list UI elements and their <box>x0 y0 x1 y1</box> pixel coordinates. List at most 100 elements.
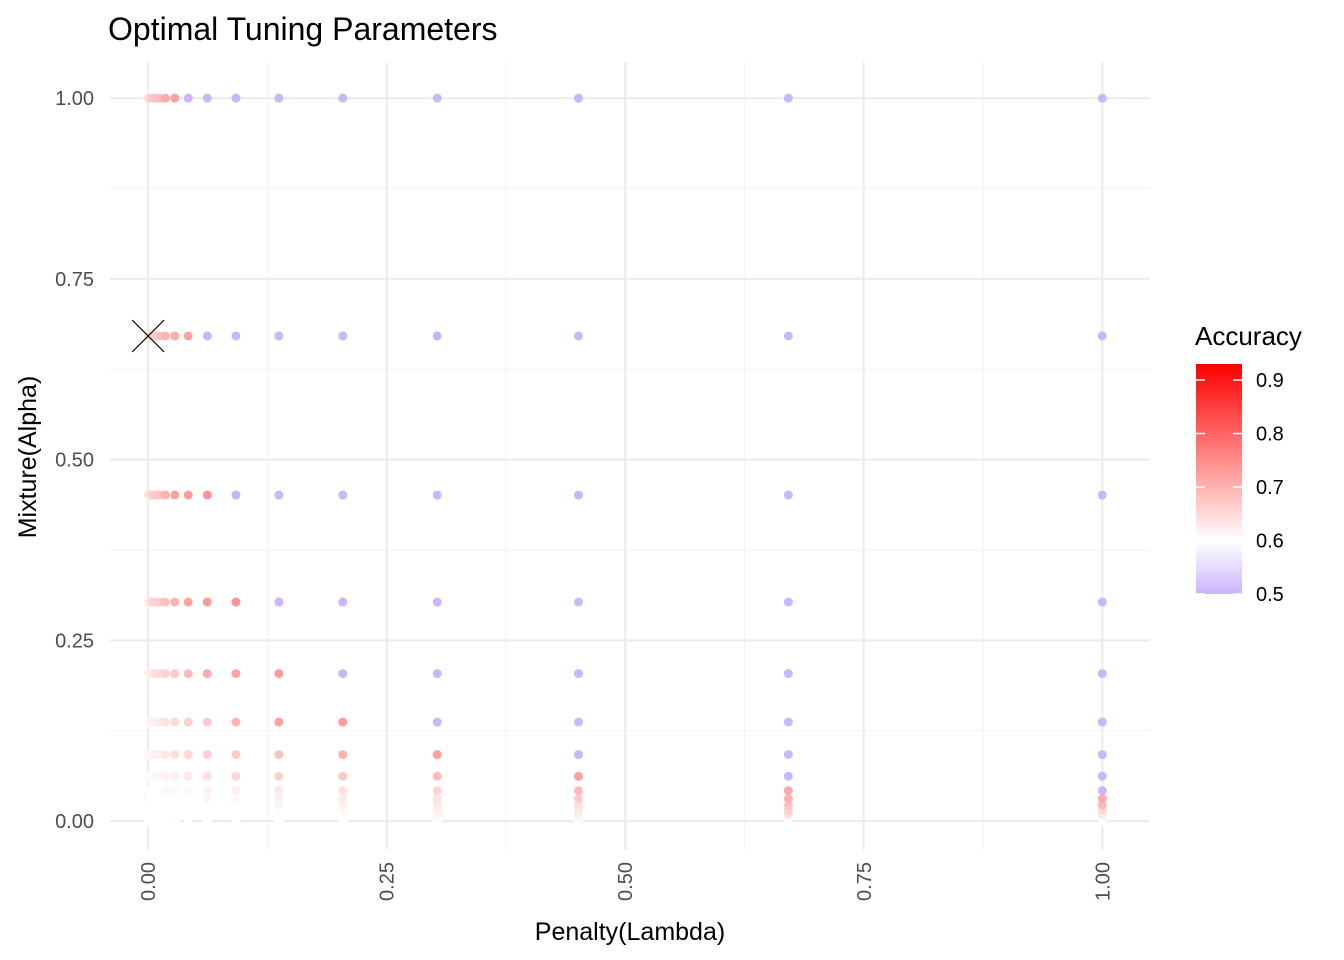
data-point <box>432 93 442 103</box>
data-point <box>573 490 583 500</box>
data-point <box>573 794 583 804</box>
data-point <box>160 794 170 804</box>
data-point <box>170 669 180 679</box>
data-point <box>274 794 284 804</box>
data-point <box>274 490 284 500</box>
data-point <box>783 490 793 500</box>
data-point <box>274 597 284 607</box>
legend-colorbar <box>1196 364 1242 594</box>
data-point <box>274 750 284 760</box>
data-point <box>1097 771 1107 781</box>
data-point <box>202 490 212 500</box>
data-point <box>432 490 442 500</box>
data-point <box>160 771 170 781</box>
data-point <box>183 93 193 103</box>
legend: Accuracy 0.5 0.6 0.7 0.8 0.9 <box>1195 321 1302 606</box>
data-point <box>231 717 241 727</box>
data-point <box>170 717 180 727</box>
data-point <box>231 771 241 781</box>
data-point <box>160 93 170 103</box>
data-point <box>202 771 212 781</box>
data-point <box>202 800 212 810</box>
data-point <box>1097 717 1107 727</box>
data-point <box>160 800 170 810</box>
legend-title: Accuracy <box>1195 321 1302 351</box>
x-tick-label: 0.00 <box>138 862 160 901</box>
data-point <box>160 750 170 760</box>
data-point <box>783 786 793 796</box>
data-point <box>183 331 193 341</box>
data-point <box>1097 490 1107 500</box>
data-point <box>170 794 180 804</box>
y-tick-label: 0.00 <box>55 811 94 833</box>
data-point <box>432 771 442 781</box>
data-point <box>170 93 180 103</box>
data-point <box>202 794 212 804</box>
data-point <box>274 771 284 781</box>
data-point <box>1097 800 1107 810</box>
data-point <box>170 800 180 810</box>
data-point <box>338 490 348 500</box>
data-point <box>338 331 348 341</box>
data-point <box>183 717 193 727</box>
x-tick-label: 0.75 <box>854 862 876 901</box>
x-axis-ticks: 0.00 0.25 0.50 0.75 1.00 <box>138 862 1114 901</box>
data-point <box>274 331 284 341</box>
data-point <box>202 669 212 679</box>
data-point <box>160 786 170 796</box>
data-point <box>231 750 241 760</box>
data-point <box>338 717 348 727</box>
data-point <box>183 669 193 679</box>
data-point <box>783 800 793 810</box>
y-tick-label: 1.00 <box>55 88 94 110</box>
data-point <box>183 490 193 500</box>
data-point <box>202 93 212 103</box>
data-point <box>170 786 180 796</box>
legend-tick-label: 0.7 <box>1256 477 1284 499</box>
data-point <box>231 794 241 804</box>
data-point <box>183 800 193 810</box>
data-point <box>338 669 348 679</box>
data-point <box>202 331 212 341</box>
data-point <box>573 771 583 781</box>
legend-tick-label: 0.6 <box>1256 531 1284 553</box>
data-point <box>783 93 793 103</box>
data-point <box>274 717 284 727</box>
data-point <box>783 794 793 804</box>
data-point <box>1097 331 1107 341</box>
data-point <box>432 786 442 796</box>
best-marker <box>131 319 165 353</box>
y-tick-label: 0.75 <box>55 269 94 291</box>
data-point <box>432 331 442 341</box>
data-point <box>783 717 793 727</box>
data-point <box>573 786 583 796</box>
data-point <box>338 794 348 804</box>
data-point <box>338 93 348 103</box>
data-point <box>573 669 583 679</box>
data-point <box>573 800 583 810</box>
data-point <box>183 750 193 760</box>
data-point <box>160 597 170 607</box>
data-point <box>170 490 180 500</box>
data-points <box>143 93 1107 826</box>
data-point <box>338 800 348 810</box>
x-axis-title: Penalty(Lambda) <box>535 918 725 946</box>
data-point <box>783 750 793 760</box>
data-point <box>160 490 170 500</box>
data-point <box>573 331 583 341</box>
grid <box>110 62 1150 850</box>
data-point <box>573 717 583 727</box>
data-point <box>202 786 212 796</box>
data-point <box>1097 786 1107 796</box>
y-axis-title: Mixture(Alpha) <box>14 376 42 539</box>
data-point <box>231 93 241 103</box>
data-point <box>183 597 193 607</box>
data-point <box>783 669 793 679</box>
data-point <box>160 717 170 727</box>
data-point <box>231 597 241 607</box>
data-point <box>432 669 442 679</box>
data-point <box>783 771 793 781</box>
x-tick-label: 0.25 <box>377 862 399 901</box>
data-point <box>231 786 241 796</box>
